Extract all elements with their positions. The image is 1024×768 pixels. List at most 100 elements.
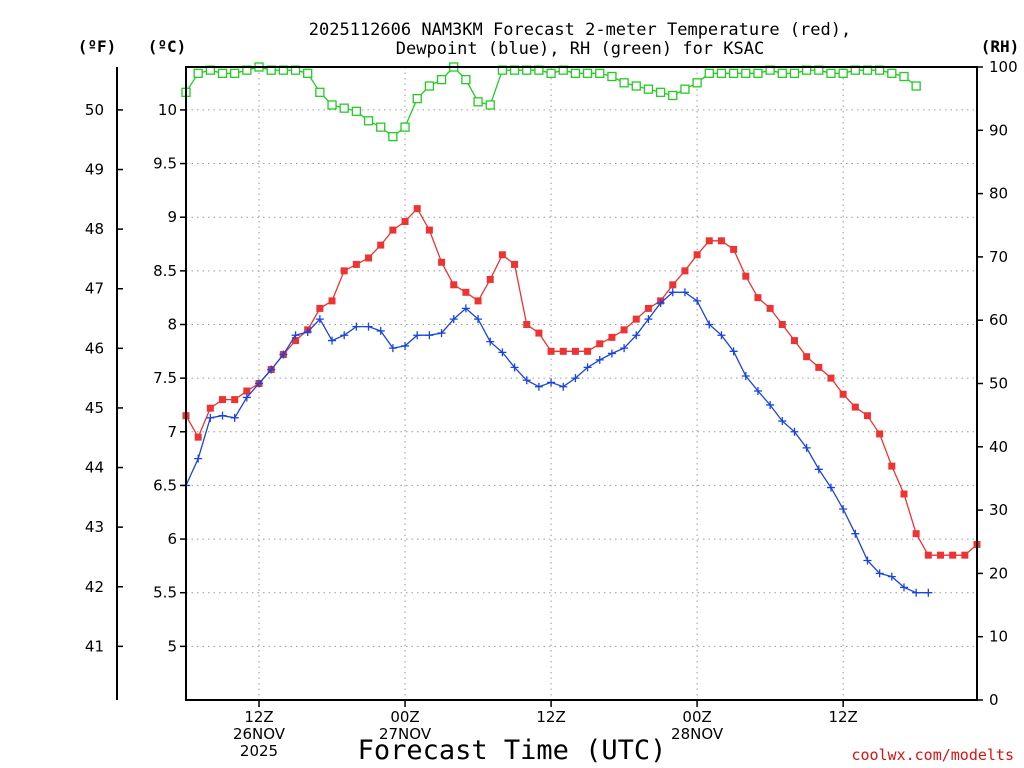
dewpoint-point <box>680 288 689 297</box>
series-dewpoint <box>182 288 933 597</box>
dewpoint-point <box>814 465 823 474</box>
rh-point <box>412 94 422 104</box>
time-tick-label: 12Z <box>536 708 565 726</box>
temperature-point <box>547 347 555 355</box>
celsius-tick-label: 5.5 <box>153 584 177 602</box>
temperature-point <box>243 387 251 395</box>
dewpoint-point <box>522 376 531 385</box>
fahrenheit-tick-label: 43 <box>85 518 104 536</box>
dewpoint-point <box>875 569 884 578</box>
x-axis-title: Forecast Time (UTC) <box>358 735 667 766</box>
rh-tick-label: 10 <box>989 628 1008 646</box>
rh-point <box>838 68 848 78</box>
temperature-point <box>766 304 774 312</box>
celsius-tick-label: 8 <box>167 315 177 333</box>
rh-point <box>339 103 349 113</box>
temperature-point <box>827 374 835 382</box>
temperature-point <box>632 315 640 323</box>
dewpoint-point <box>194 454 203 463</box>
dewpoint-point <box>303 328 312 337</box>
fahrenheit-tick-label: 42 <box>85 578 104 596</box>
dewpoint-point <box>376 326 385 335</box>
celsius-axis: 5 5.5 6 6.5 7 7.5 8 8.5 9 9.5 10 <box>153 101 186 655</box>
celsius-tick-label: 8.5 <box>153 262 177 280</box>
fahrenheit-tick-label: 48 <box>85 220 104 238</box>
dewpoint-point <box>340 331 349 340</box>
rh-point <box>789 68 800 78</box>
rh-point <box>473 97 483 107</box>
time-tick-label: 26NOV <box>233 725 286 743</box>
rh-tick-label: 20 <box>989 564 1008 582</box>
celsius-tick-label: 5 <box>167 637 177 655</box>
celsius-tick-label: 9 <box>167 208 177 226</box>
temperature-point <box>206 404 214 412</box>
temperature-point <box>316 304 324 312</box>
rh-point <box>193 68 203 78</box>
dewpoint-point <box>644 315 653 324</box>
dewpoint-point <box>790 427 799 436</box>
dewpoint-point <box>474 315 483 324</box>
dewpoint-point <box>486 337 495 346</box>
rh-point <box>741 68 751 78</box>
rh-point <box>911 81 921 91</box>
rh-tick-label: 50 <box>989 375 1008 393</box>
time-tick-label: 00Z <box>682 708 711 726</box>
dewpoint-point <box>668 288 677 297</box>
dewpoint-point <box>851 529 860 538</box>
dewpoint-point <box>693 296 702 305</box>
temperature-point <box>888 462 896 470</box>
dewpoint-point <box>315 315 324 324</box>
time-tick-label: 28NOV <box>671 725 724 743</box>
dewpoint-point <box>401 341 410 350</box>
dewpoint-point <box>899 583 908 592</box>
fahrenheit-tick-label: 44 <box>85 459 104 477</box>
dewpoint-point <box>255 379 264 388</box>
rh-point <box>655 87 666 97</box>
rh-point <box>230 68 240 78</box>
dewpoint-point <box>607 349 616 358</box>
temperature-line <box>185 207 978 556</box>
dewpoint-point <box>437 329 446 338</box>
dewpoint-point <box>753 387 762 396</box>
rh-point <box>899 71 909 82</box>
temperature-point <box>559 347 567 355</box>
dewpoint-point <box>729 347 738 356</box>
dewpoint-point <box>498 348 507 357</box>
dewpoint-point <box>425 331 434 340</box>
chart-title-line2: Dewpoint (blue), RH (green) for KSAC <box>396 39 764 59</box>
temperature-point <box>231 396 239 404</box>
temperature-point <box>936 551 944 559</box>
temperature-point <box>949 551 957 559</box>
rh-point <box>327 100 337 110</box>
temperature-point <box>401 217 409 225</box>
temperature-point <box>377 241 385 249</box>
dewpoint-point <box>826 483 835 492</box>
temperature-point <box>365 254 373 262</box>
fahrenheit-tick-label: 45 <box>85 399 104 417</box>
rh-point <box>716 68 727 78</box>
temperature-point <box>705 237 713 245</box>
rh-tick-label: 90 <box>989 121 1008 139</box>
source-credit: coolwx.com/modelts <box>851 746 1014 764</box>
rh-point <box>315 87 325 97</box>
temperature-point <box>511 260 519 268</box>
gridlines <box>186 67 977 700</box>
temperature-point <box>669 281 677 289</box>
dewpoint-line <box>185 291 929 594</box>
temperature-point <box>863 412 871 420</box>
temperature-point <box>389 226 397 234</box>
time-tick-label: 2025 <box>240 742 278 760</box>
fahrenheit-tick-label: 46 <box>85 339 104 357</box>
celsius-tick-label: 7 <box>167 423 177 441</box>
rh-point <box>388 131 398 142</box>
time-tick-label: 12Z <box>828 708 857 726</box>
fahrenheit-tick-label: 50 <box>85 101 104 119</box>
rh-point <box>376 122 386 132</box>
dewpoint-point <box>449 315 458 324</box>
rh-point <box>424 81 435 91</box>
dewpoint-point <box>279 350 288 359</box>
series-temperature <box>182 205 981 559</box>
fahrenheit-axis: 41 42 43 44 45 46 47 48 49 50 <box>85 101 123 655</box>
dewpoint-point <box>595 355 604 364</box>
series-layer <box>181 62 981 597</box>
